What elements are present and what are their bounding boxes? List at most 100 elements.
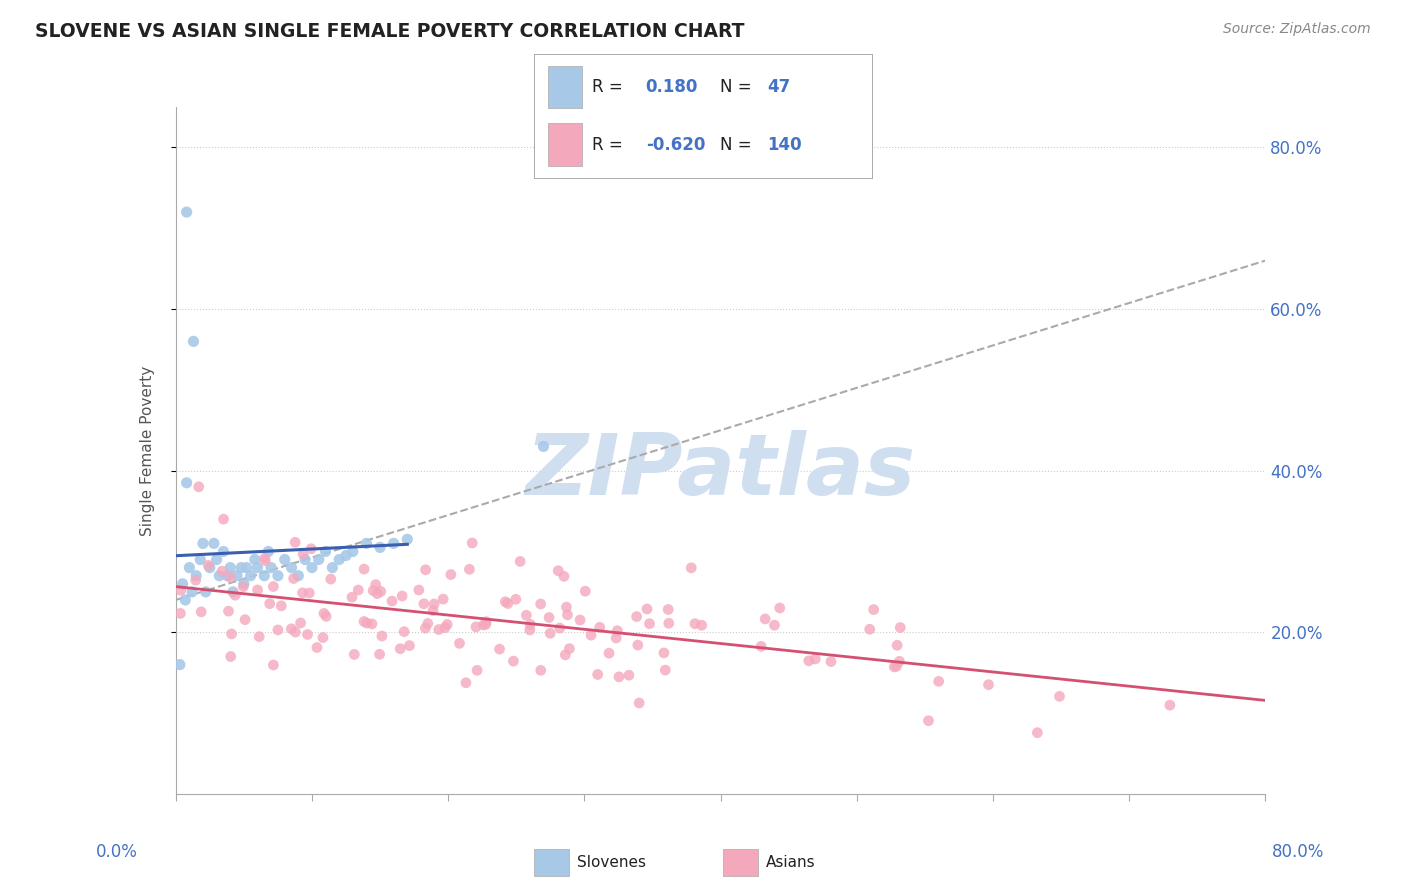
Point [598,646,620,660]
Point [530,664,553,678]
Point [347,582,370,597]
Point [257,544,280,558]
Point [461,536,484,550]
Point [308,552,330,566]
Point [416,616,439,631]
Point [555,600,578,615]
Point [202,536,225,550]
Point [886,659,908,673]
Point [179,560,201,574]
Point [260,560,283,574]
Point [436,617,458,632]
Point [312,607,335,621]
Point [231,560,253,574]
Text: Source: ZipAtlas.com: Source: ZipAtlas.com [1223,22,1371,37]
Point [474,617,496,632]
Point [305,640,328,655]
Point [432,592,454,607]
Point [763,618,786,632]
Point [1159,698,1181,712]
Point [509,554,531,568]
Point [415,563,437,577]
Point [683,616,706,631]
Point [190,605,212,619]
Point [312,631,335,645]
Point [361,616,384,631]
Point [232,580,254,594]
Point [212,544,235,558]
Point [174,593,197,607]
Point [607,670,630,684]
Point [183,334,205,349]
Bar [723,849,758,876]
Point [558,641,581,656]
Y-axis label: Single Female Poverty: Single Female Poverty [141,366,155,535]
Point [187,480,209,494]
Point [422,604,444,618]
Point [427,623,450,637]
Point [297,627,319,641]
Point [749,640,772,654]
Point [496,597,519,611]
Point [212,512,235,526]
Point [657,602,679,616]
Point [554,648,576,662]
Point [886,638,908,652]
Point [389,641,412,656]
Point [218,604,240,618]
Point [434,621,457,635]
Point [169,657,191,672]
Point [636,602,658,616]
Point [226,568,249,582]
Point [366,587,388,601]
Point [280,622,302,636]
Bar [534,849,569,876]
Point [340,591,363,605]
Point [353,615,375,629]
Point [465,620,488,634]
Point [589,620,612,634]
Point [353,562,375,576]
Text: 0.0%: 0.0% [96,843,138,861]
Point [396,533,419,547]
Point [652,646,675,660]
Point [254,554,277,568]
Point [247,630,270,644]
Point [221,627,243,641]
Point [205,552,228,566]
Point [502,654,524,668]
Point [176,475,198,490]
Point [533,439,555,453]
Point [321,560,343,574]
Point [211,564,233,578]
Point [769,601,792,615]
Text: R =: R = [592,136,623,153]
Point [820,655,842,669]
Point [315,544,337,558]
Point [368,647,391,661]
Point [319,572,342,586]
Point [315,609,337,624]
Bar [548,66,582,109]
Point [519,617,541,632]
Point [235,560,257,574]
Point [356,536,378,550]
Point [423,597,446,611]
Point [219,649,242,664]
Point [259,597,281,611]
Point [465,663,488,677]
Point [343,648,366,662]
Point [804,652,827,666]
Point [291,586,314,600]
Point [977,678,1000,692]
Point [217,568,239,582]
Point [361,583,384,598]
Point [267,623,290,637]
Point [557,607,579,622]
Point [440,567,463,582]
Point [176,205,198,219]
Point [294,552,316,566]
Text: 47: 47 [768,78,790,96]
Point [243,552,266,566]
Point [246,582,269,597]
